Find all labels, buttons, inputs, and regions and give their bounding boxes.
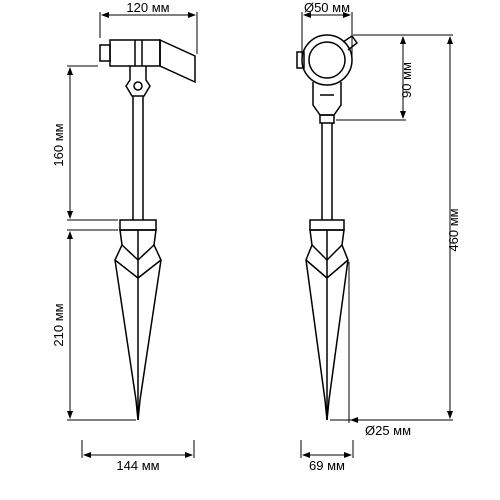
dim-total-height-label: 460 мм [446,208,461,251]
dim-ring-offset-label: 90 мм [399,62,414,98]
dim-base-width-side-label: 69 мм [309,458,345,473]
ring-clamp [297,35,357,85]
dim-ring-diameter: Ø50 мм [302,0,352,58]
spike-front [115,230,161,420]
side-view: Ø50 мм 90 мм 460 мм Ø25 мм 69 мм [297,0,461,473]
collar [120,220,156,230]
dim-head-width-label: 120 мм [126,0,169,15]
dim-upper-height-label: 160 мм [51,123,66,166]
dim-stem-diameter-label: Ø25 мм [365,423,411,438]
technical-drawing: 120 мм 160 мм 210 мм 144 мм [0,0,500,500]
spike-side [306,230,348,420]
dim-upper-height: 160 мм [51,66,118,220]
dim-base-width-side: 69 мм [301,440,353,473]
side-collar [310,220,344,230]
dim-ring-offset: 90 мм [336,35,414,120]
bracket [313,82,341,123]
dim-stem-diameter: Ø25 мм [349,262,411,438]
dim-base-width-front: 144 мм [82,440,194,473]
dim-lower-height: 210 мм [51,230,136,420]
front-view: 120 мм 160 мм 210 мм 144 мм [51,0,197,473]
spotlight-head [100,40,195,82]
side-stem [322,123,332,220]
dim-lower-height-label: 210 мм [51,303,66,346]
dim-base-width-front-label: 144 мм [116,458,159,473]
dim-head-width: 120 мм [100,0,197,54]
upper-stem [133,96,143,220]
hinge [126,66,150,96]
dim-ring-diameter-label: Ø50 мм [304,0,350,15]
dim-total-height: 460 мм [330,35,461,420]
